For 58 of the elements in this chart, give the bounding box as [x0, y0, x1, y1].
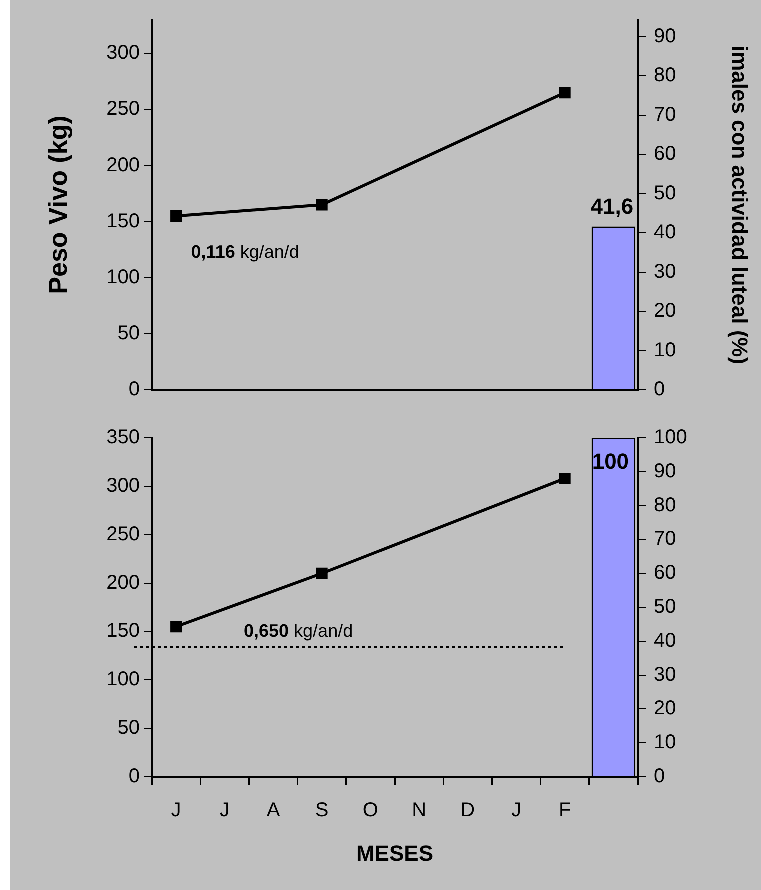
x-tick-label: D — [460, 800, 476, 822]
y2-tick-label: 80 — [654, 64, 676, 87]
y2-tick-label: 0 — [654, 378, 666, 401]
point — [316, 199, 328, 211]
y-tick-label: 0 — [128, 378, 140, 401]
y-tick-label: 350 — [106, 426, 140, 449]
y-tick-label: 150 — [106, 210, 140, 232]
y2-tick-label: 20 — [654, 698, 676, 720]
y-tick-label: 150 — [106, 620, 140, 642]
x-tick-label: F — [558, 800, 572, 822]
y-tick-label: 200 — [106, 572, 140, 594]
y2-tick-label: 90 — [654, 460, 676, 482]
annotation: 0,650 kg/an/d — [244, 621, 354, 642]
y2-tick-label: 70 — [654, 528, 676, 550]
x-tick-label: N — [412, 800, 427, 822]
y-tick-label: 300 — [106, 42, 140, 64]
y2-tick-label: 10 — [654, 732, 676, 754]
y2-tick-label: 80 — [654, 494, 676, 516]
y2-tick-label: 70 — [654, 104, 676, 126]
y2-tick-label: 20 — [654, 300, 676, 322]
y2-tick-label: 60 — [654, 562, 676, 584]
point — [170, 621, 182, 633]
y2-tick-label: 40 — [654, 222, 676, 244]
y2-tick-label: 50 — [654, 596, 676, 618]
y-tick-label: 250 — [106, 98, 140, 120]
y2-tick-label: 50 — [654, 182, 676, 204]
data-label: 100 — [592, 449, 630, 474]
y-axis-title: Peso Vivo (kg) — [42, 116, 73, 294]
y2-tick-label: 100 — [654, 426, 688, 449]
point — [170, 210, 182, 222]
y2-tick-label: 60 — [654, 143, 676, 166]
y2-tick-label: 40 — [654, 630, 676, 652]
y2-axis-title: imales con actividad luteal (%) — [728, 45, 753, 365]
y-tick-label: 300 — [106, 474, 140, 497]
y2-tick-label: 10 — [654, 339, 676, 362]
x-tick-label: J — [171, 800, 182, 822]
y-tick-label: 50 — [118, 322, 140, 344]
x-tick-label: S — [315, 800, 329, 822]
annotation: 0,116 kg/an/d — [191, 242, 300, 262]
y2-tick-label: 30 — [654, 664, 676, 686]
y-tick-label: 100 — [106, 668, 140, 691]
x-tick-label: J — [220, 800, 230, 822]
y-tick-label: 50 — [118, 717, 140, 740]
point — [559, 472, 571, 484]
y-tick-label: 0 — [128, 766, 140, 788]
y2-tick-label: 0 — [654, 766, 666, 788]
y-tick-label: 200 — [106, 154, 140, 176]
y-tick-label: 250 — [106, 523, 140, 546]
y2-tick-label: 30 — [654, 260, 676, 283]
y2-tick-label: 90 — [654, 25, 676, 48]
x-tick-label: J — [512, 800, 522, 822]
x-tick-label: O — [362, 800, 378, 822]
x-tick-label: A — [266, 800, 281, 822]
y-tick-label: 100 — [106, 266, 140, 288]
point — [559, 87, 571, 99]
x-axis-title: MESES — [356, 840, 434, 866]
data-label: 41,6 — [590, 194, 634, 219]
point — [316, 568, 328, 580]
